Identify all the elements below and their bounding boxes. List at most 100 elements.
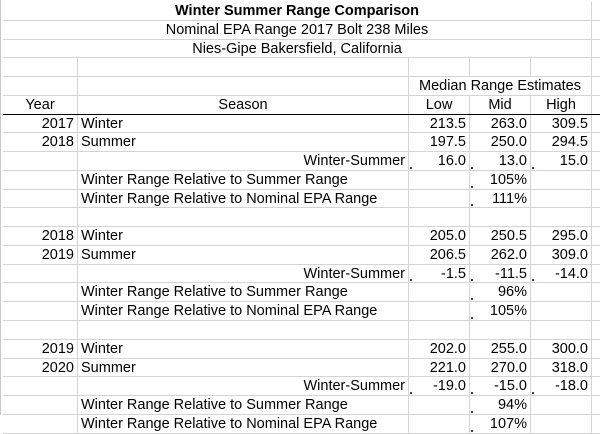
season-header[interactable]: Season [78, 95, 409, 114]
low-diff-cell[interactable]: -1.5 [409, 264, 470, 283]
cell[interactable] [3, 377, 78, 396]
cell[interactable] [3, 321, 78, 339]
cell[interactable] [409, 208, 470, 227]
cell[interactable] [3, 58, 78, 77]
relative-summer-label[interactable]: Winter Range Relative to Summer Range [78, 170, 409, 189]
cell[interactable] [3, 414, 78, 433]
cell[interactable] [3, 189, 78, 208]
cell[interactable] [3, 77, 78, 95]
mid-cell[interactable]: 250.0 [470, 133, 531, 152]
cell[interactable] [409, 302, 470, 321]
cell[interactable] [409, 414, 470, 433]
cell[interactable] [409, 321, 470, 339]
low-cell[interactable]: 197.5 [409, 133, 470, 152]
year-cell[interactable]: 2019 [3, 339, 78, 358]
cell[interactable] [531, 321, 592, 339]
sheet-subtitle[interactable]: Nominal EPA Range 2017 Bolt 238 Miles [3, 20, 592, 39]
low-cell[interactable]: 206.5 [409, 245, 470, 264]
sheet-title[interactable]: Winter Summer Range Comparison [3, 2, 592, 20]
year-header[interactable]: Year [3, 95, 78, 114]
mid-diff-cell[interactable]: 13.0 [470, 152, 531, 170]
high-cell[interactable]: 300.0 [531, 339, 592, 358]
relative-epa-label[interactable]: Winter Range Relative to Nominal EPA Ran… [78, 302, 409, 321]
high-cell[interactable]: 295.0 [531, 227, 592, 245]
cell[interactable] [531, 302, 592, 321]
relative-summer-value-cell[interactable]: 105% [470, 170, 531, 189]
cell[interactable] [3, 302, 78, 321]
cell[interactable] [531, 414, 592, 433]
low-cell[interactable]: 213.5 [409, 114, 470, 133]
mid-header[interactable]: Mid [470, 95, 531, 114]
year-cell[interactable]: 2018 [3, 133, 78, 152]
high-cell[interactable]: 318.0 [531, 358, 592, 377]
cell[interactable] [531, 170, 592, 189]
cell[interactable] [78, 208, 409, 227]
cell[interactable] [470, 58, 531, 77]
season-cell[interactable]: Summer [78, 133, 409, 152]
cell[interactable] [3, 396, 78, 414]
relative-summer-value-cell[interactable]: 94% [470, 396, 531, 414]
relative-epa-value-cell[interactable]: 107% [470, 414, 531, 433]
difference-label[interactable]: Winter-Summer [78, 152, 409, 170]
season-cell[interactable]: Summer [78, 245, 409, 264]
high-header[interactable]: High [531, 95, 592, 114]
year-cell[interactable]: 2017 [3, 114, 78, 133]
relative-epa-value-cell[interactable]: 105% [470, 302, 531, 321]
mid-cell[interactable]: 250.5 [470, 227, 531, 245]
season-cell[interactable]: Summer [78, 358, 409, 377]
cell[interactable] [470, 208, 531, 227]
mid-diff-cell[interactable]: -15.0 [470, 377, 531, 396]
cell[interactable] [3, 170, 78, 189]
season-cell[interactable]: Winter [78, 114, 409, 133]
low-diff-cell[interactable]: 16.0 [409, 152, 470, 170]
cell[interactable] [409, 58, 470, 77]
low-cell[interactable]: 202.0 [409, 339, 470, 358]
cell[interactable] [409, 170, 470, 189]
high-cell[interactable]: 309.0 [531, 245, 592, 264]
relative-epa-label[interactable]: Winter Range Relative to Nominal EPA Ran… [78, 414, 409, 433]
relative-epa-value-cell[interactable]: 111% [470, 189, 531, 208]
cell[interactable] [531, 283, 592, 302]
cell[interactable] [3, 208, 78, 227]
difference-label[interactable]: Winter-Summer [78, 377, 409, 396]
cell[interactable] [409, 396, 470, 414]
cell[interactable] [3, 264, 78, 283]
low-diff-cell[interactable]: -19.0 [409, 377, 470, 396]
year-cell[interactable]: 2019 [3, 245, 78, 264]
mid-cell[interactable]: 263.0 [470, 114, 531, 133]
relative-summer-value-cell[interactable]: 96% [470, 283, 531, 302]
cell[interactable] [409, 189, 470, 208]
cell[interactable] [409, 283, 470, 302]
cell[interactable] [78, 77, 409, 95]
mid-diff-cell[interactable]: -11.5 [470, 264, 531, 283]
low-cell[interactable]: 205.0 [409, 227, 470, 245]
cell[interactable] [3, 283, 78, 302]
high-cell[interactable]: 294.5 [531, 133, 592, 152]
sheet-location[interactable]: Nies-Gipe Bakersfield, California [3, 39, 592, 58]
mid-cell[interactable]: 262.0 [470, 245, 531, 264]
low-cell[interactable]: 221.0 [409, 358, 470, 377]
high-diff-cell[interactable]: -14.0 [531, 264, 592, 283]
high-cell[interactable]: 309.5 [531, 114, 592, 133]
relative-summer-label[interactable]: Winter Range Relative to Summer Range [78, 396, 409, 414]
cell[interactable] [470, 321, 531, 339]
high-diff-cell[interactable]: -18.0 [531, 377, 592, 396]
relative-summer-label[interactable]: Winter Range Relative to Summer Range [78, 283, 409, 302]
year-cell[interactable]: 2020 [3, 358, 78, 377]
year-cell[interactable]: 2018 [3, 227, 78, 245]
difference-label[interactable]: Winter-Summer [78, 264, 409, 283]
high-diff-cell[interactable]: 15.0 [531, 152, 592, 170]
cell[interactable] [531, 396, 592, 414]
cell[interactable] [531, 189, 592, 208]
relative-epa-label[interactable]: Winter Range Relative to Nominal EPA Ran… [78, 189, 409, 208]
mid-cell[interactable]: 255.0 [470, 339, 531, 358]
cell[interactable] [531, 58, 592, 77]
cell[interactable] [78, 321, 409, 339]
cell[interactable] [78, 58, 409, 77]
season-cell[interactable]: Winter [78, 227, 409, 245]
low-header[interactable]: Low [409, 95, 470, 114]
mid-cell[interactable]: 270.0 [470, 358, 531, 377]
cell[interactable] [531, 208, 592, 227]
cell[interactable] [3, 152, 78, 170]
median-range-estimates-header[interactable]: Median Range Estimates [409, 77, 592, 95]
